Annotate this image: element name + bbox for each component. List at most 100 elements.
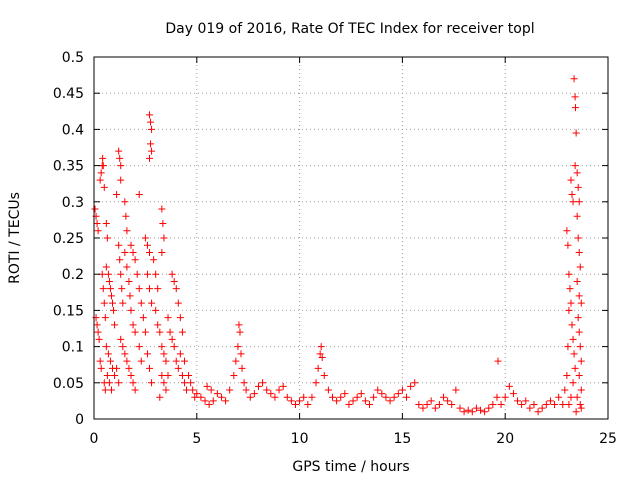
data-point — [423, 401, 431, 409]
data-point — [577, 357, 585, 365]
data-point — [131, 256, 139, 264]
data-point — [127, 241, 135, 249]
data-point — [156, 328, 164, 336]
data-point — [176, 350, 184, 358]
data-point — [481, 408, 489, 416]
data-point — [551, 401, 559, 409]
data-point — [129, 379, 137, 387]
data-point — [328, 393, 336, 401]
data-point — [390, 393, 398, 401]
data-point — [191, 393, 199, 401]
data-point — [526, 404, 534, 412]
data-point — [174, 299, 182, 307]
data-point — [501, 393, 509, 401]
data-point — [137, 357, 145, 365]
data-point — [232, 357, 240, 365]
data-point — [127, 372, 135, 380]
data-point — [141, 234, 149, 242]
data-point — [105, 379, 113, 387]
data-point — [207, 386, 215, 394]
y-tick-label: 0.45 — [53, 86, 84, 102]
data-point — [542, 401, 550, 409]
data-point — [96, 357, 104, 365]
data-point — [403, 393, 411, 401]
x-tick-label: 20 — [496, 431, 514, 447]
data-point — [361, 397, 369, 405]
data-point — [139, 314, 147, 322]
data-point — [572, 104, 580, 112]
data-point — [121, 248, 129, 256]
data-point — [468, 408, 476, 416]
data-point — [230, 372, 238, 380]
data-point — [103, 234, 111, 242]
data-point — [172, 285, 180, 293]
data-point — [187, 379, 195, 387]
data-point — [143, 270, 151, 278]
data-point — [568, 321, 576, 329]
data-point — [534, 408, 542, 416]
data-point — [164, 314, 172, 322]
data-point — [113, 191, 121, 199]
data-point — [564, 343, 572, 351]
data-point — [546, 397, 554, 405]
data-point — [115, 241, 123, 249]
y-tick-label: 0.35 — [53, 159, 84, 175]
data-point — [99, 162, 107, 170]
data-point — [574, 234, 582, 242]
data-point — [246, 393, 254, 401]
data-point — [109, 299, 117, 307]
data-point — [111, 321, 119, 329]
data-point — [366, 401, 374, 409]
data-point — [147, 118, 155, 126]
data-point — [105, 277, 113, 285]
data-point — [569, 335, 577, 343]
data-point — [489, 401, 497, 409]
data-point — [291, 401, 299, 409]
data-point — [110, 306, 118, 314]
data-point — [156, 393, 164, 401]
data-point — [561, 386, 569, 394]
axis-ticks: 0 5 10 15 20 25 0 0.05 0.1 0.15 0.2 0.25 0.3 0.35 0.4 0… — [53, 50, 617, 447]
data-point — [574, 183, 582, 191]
y-axis-label: ROTI / TECUs — [7, 192, 23, 284]
data-point — [573, 169, 581, 177]
data-point — [398, 386, 406, 394]
data-point — [235, 321, 243, 329]
data-point — [509, 390, 517, 398]
data-point — [162, 386, 170, 394]
data-point — [203, 382, 211, 390]
data-point — [538, 404, 546, 412]
data-point — [97, 364, 105, 372]
data-point — [316, 350, 324, 358]
data-point — [242, 386, 250, 394]
data-point — [121, 198, 129, 206]
data-point — [573, 212, 581, 220]
data-point — [497, 401, 505, 409]
data-point — [91, 205, 99, 213]
data-point — [148, 125, 156, 133]
data-point — [170, 277, 178, 285]
data-point — [178, 372, 186, 380]
data-point — [563, 227, 571, 235]
data-point — [123, 357, 131, 365]
data-point — [576, 263, 584, 271]
data-point — [158, 248, 166, 256]
data-point — [185, 372, 193, 380]
data-point — [104, 350, 112, 358]
data-point — [464, 406, 472, 414]
data-point — [172, 357, 180, 365]
data-point — [162, 357, 170, 365]
data-point — [279, 382, 287, 390]
data-point — [117, 270, 125, 278]
data-point — [150, 256, 158, 264]
data-point — [565, 270, 573, 278]
data-point — [493, 393, 501, 401]
x-tick-label: 15 — [393, 431, 411, 447]
data-point — [494, 357, 502, 365]
data-point — [563, 372, 571, 380]
y-tick-label: 0.5 — [62, 50, 84, 66]
data-point — [573, 393, 581, 401]
data-point — [575, 198, 583, 206]
data-point — [158, 343, 166, 351]
x-axis-label: GPS time / hours — [292, 459, 409, 475]
